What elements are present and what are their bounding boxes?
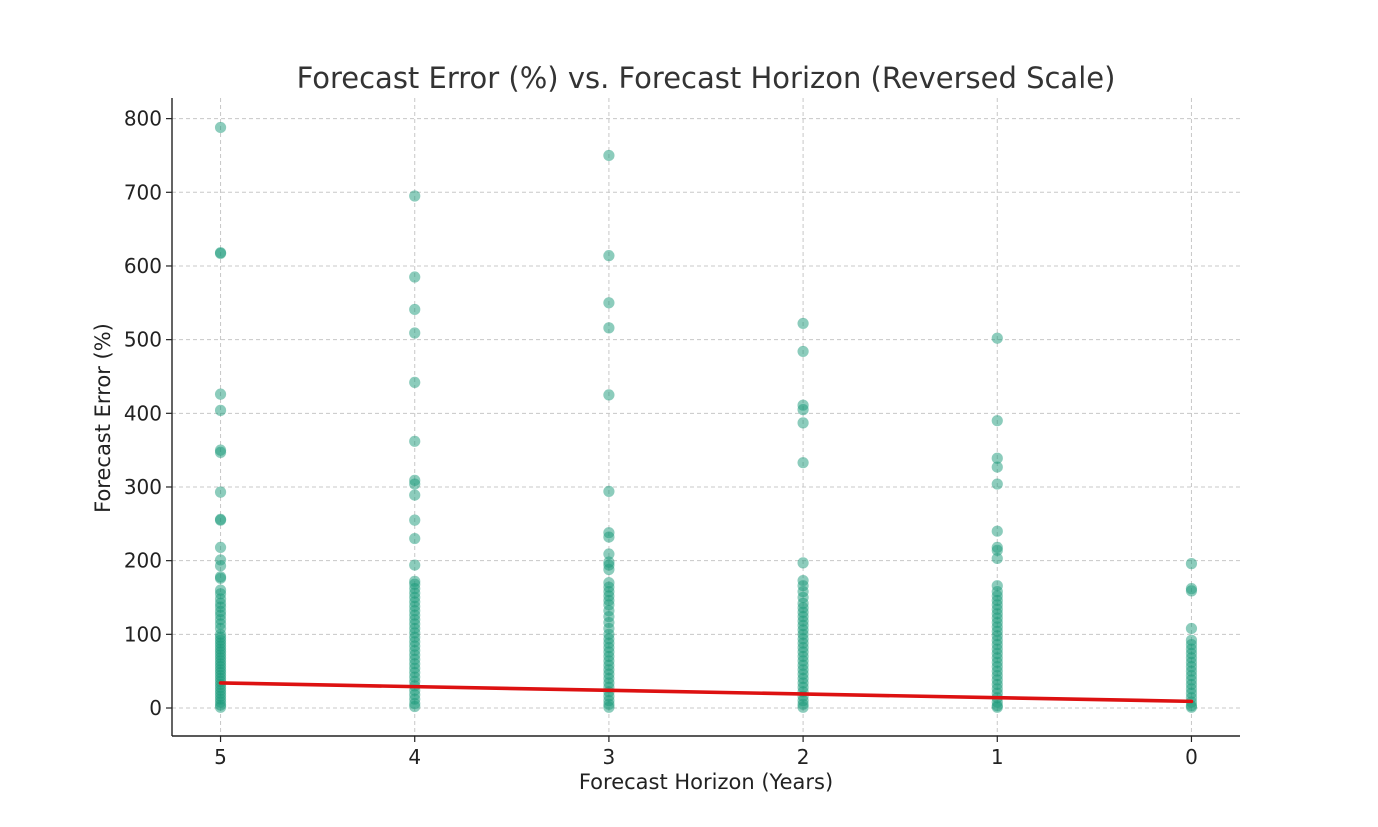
- y-tick-label: 500: [124, 328, 162, 352]
- scatter-point: [991, 552, 1003, 565]
- x-tick-label: 5: [214, 745, 227, 769]
- scatter-point: [214, 446, 227, 458]
- scatter-point: [797, 404, 809, 416]
- y-tick-label: 100: [124, 622, 162, 646]
- scatter-point: [797, 701, 809, 713]
- scatter-point: [214, 701, 227, 713]
- scatter-point: [603, 389, 615, 401]
- scatter-point: [797, 417, 809, 429]
- scatter-point: [1185, 585, 1198, 597]
- scatter-point: [409, 478, 421, 490]
- points-layer: [214, 121, 1198, 713]
- scatter-point: [991, 415, 1003, 427]
- scatter-point: [991, 478, 1003, 490]
- chart-title: Forecast Error (%) vs. Forecast Horizon …: [297, 61, 1116, 95]
- scatter-point: [409, 489, 421, 501]
- trend-layer: [218, 681, 1194, 704]
- scatter-point: [603, 485, 615, 498]
- scatter-point: [409, 532, 421, 545]
- scatter-point: [409, 303, 421, 316]
- scatter-point: [409, 190, 421, 202]
- scatter-point: [1185, 558, 1198, 570]
- scatter-point: [1185, 701, 1198, 713]
- y-tick-label: 800: [124, 107, 162, 131]
- scatter-point: [991, 452, 1003, 464]
- y-axis-label: Forecast Error (%): [91, 323, 115, 513]
- scatter-point: [214, 560, 227, 572]
- trend-line: [218, 681, 1194, 704]
- scatter-point: [214, 404, 227, 416]
- scatter-point: [409, 435, 421, 447]
- scatter-point: [214, 121, 227, 134]
- scatter-point: [214, 247, 227, 260]
- scatter-point: [214, 514, 227, 526]
- x-tick-label: 4: [408, 745, 421, 769]
- scatter-point: [603, 297, 615, 309]
- scatter-point: [991, 544, 1003, 556]
- scatter-point: [991, 461, 1003, 473]
- scatter-point: [797, 317, 809, 330]
- scatter-point: [603, 701, 615, 713]
- scatter-point: [409, 376, 421, 388]
- scatter-point: [409, 271, 421, 283]
- scatter-point: [797, 345, 809, 358]
- scatter-point: [409, 700, 421, 713]
- scatter-point: [603, 250, 615, 262]
- scatter-point: [409, 327, 421, 339]
- labels-layer: Forecast Error (%) vs. Forecast Horizon …: [91, 61, 1115, 794]
- scatter-point: [797, 557, 809, 569]
- y-tick-label: 600: [124, 254, 162, 278]
- x-axis-label: Forecast Horizon (Years): [579, 770, 833, 794]
- y-tick-label: 300: [124, 475, 162, 499]
- scatter-point: [1185, 622, 1198, 635]
- scatter-point: [409, 559, 421, 571]
- scatter-point: [214, 486, 227, 498]
- scatter-point: [991, 701, 1003, 713]
- y-tick-label: 0: [149, 696, 162, 720]
- y-tick-label: 200: [124, 549, 162, 573]
- scatter-point: [603, 563, 615, 576]
- scatter-point: [603, 531, 615, 543]
- x-tick-label: 0: [1185, 745, 1198, 769]
- scatter-point: [409, 514, 421, 526]
- scatter-point: [603, 548, 615, 560]
- y-tick-label: 700: [124, 180, 162, 204]
- scatter-point: [214, 541, 227, 553]
- x-tick-label: 2: [797, 745, 810, 769]
- x-tick-label: 1: [991, 745, 1004, 769]
- scatter-point: [214, 388, 227, 400]
- scatter-point: [603, 149, 615, 162]
- scatter-point: [603, 322, 615, 334]
- x-tick-label: 3: [603, 745, 616, 769]
- grid-layer: [172, 98, 1240, 736]
- y-tick-label: 400: [124, 401, 162, 425]
- scatter-point: [991, 525, 1003, 537]
- scatter-point: [214, 572, 227, 584]
- scatter-point: [797, 457, 809, 469]
- scatter-point: [991, 332, 1003, 344]
